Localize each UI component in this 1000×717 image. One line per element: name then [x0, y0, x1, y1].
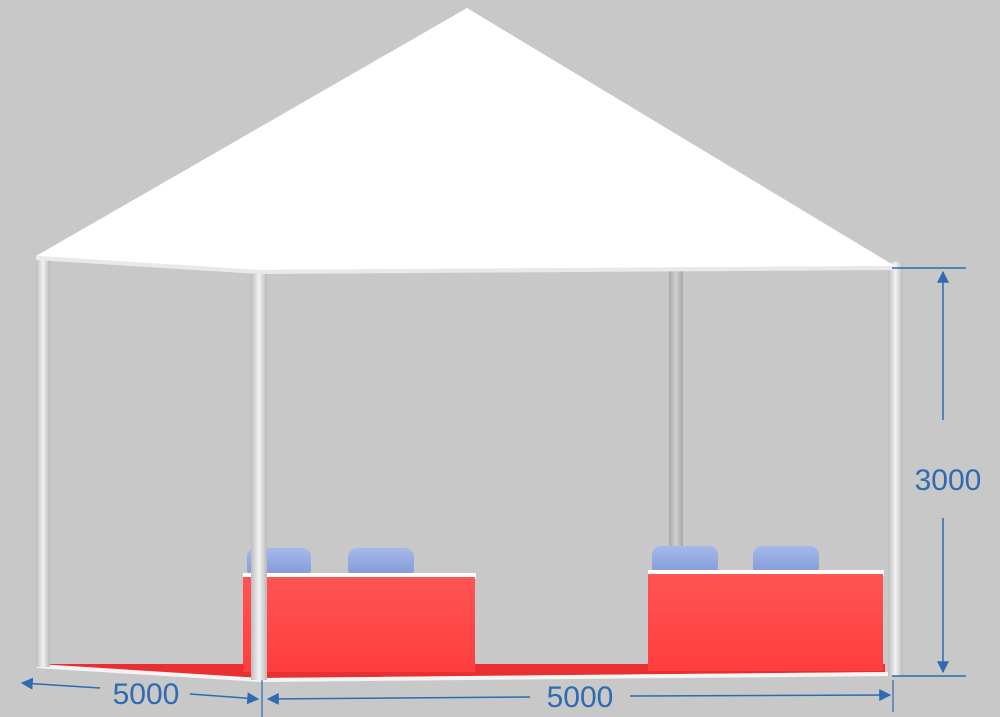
depth-dimension-label: 5000	[113, 678, 180, 711]
pole-right	[888, 262, 903, 676]
floor-edge	[36, 664, 890, 682]
height-dimension-label: 3000	[915, 464, 982, 497]
depth-dimension: 5000	[20, 677, 263, 717]
counter-right	[648, 570, 884, 671]
tent-roof	[36, 8, 895, 270]
chair-2	[348, 548, 414, 578]
counter-left	[243, 573, 476, 672]
width-dimension-label: 5000	[547, 681, 614, 714]
height-dimension: 3000	[892, 267, 982, 677]
tent-roof-shade	[36, 256, 895, 274]
pole-left	[36, 257, 50, 667]
chair-3	[652, 546, 718, 576]
width-dimension: 5000	[266, 680, 894, 714]
back-pole-right	[669, 266, 683, 576]
chair-4	[753, 546, 819, 576]
pole-front-left	[251, 266, 267, 680]
